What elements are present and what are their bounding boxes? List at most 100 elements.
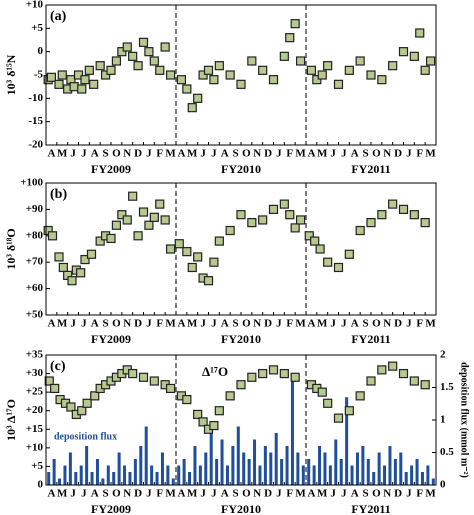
flux-bar xyxy=(290,377,294,485)
point xyxy=(333,413,344,423)
point xyxy=(203,276,214,286)
x-tick-label: M xyxy=(187,488,198,500)
x-tick-label: J xyxy=(341,318,347,330)
y-tick-label: +30 xyxy=(26,367,44,379)
x-tick-label: N xyxy=(383,318,391,330)
x-tick-label: F xyxy=(156,148,163,160)
x-tick-label: S xyxy=(363,318,369,330)
x-tick-label: J xyxy=(81,148,87,160)
flux-bar xyxy=(220,439,224,485)
x-tick-label: N xyxy=(123,488,131,500)
y-tick-label: +10 xyxy=(26,0,44,11)
x-tick-label: D xyxy=(394,488,402,500)
y-tick-label: +10 xyxy=(26,441,44,453)
flux-bar xyxy=(431,478,435,485)
point xyxy=(187,103,197,113)
x-tick-label: S xyxy=(233,318,239,330)
x-tick-label: S xyxy=(363,488,369,500)
point xyxy=(290,372,300,382)
x-tick-label: M xyxy=(317,148,328,160)
x-tick-label: J xyxy=(81,318,87,330)
point xyxy=(54,252,64,262)
flux-bar xyxy=(350,465,354,485)
flux-bar xyxy=(166,465,170,485)
point xyxy=(69,82,79,92)
x-tick-label: D xyxy=(264,488,272,500)
x-tick-label: N xyxy=(253,318,261,330)
flux-bar xyxy=(90,472,94,485)
x-tick-label: A xyxy=(351,488,359,500)
point xyxy=(333,79,344,89)
point xyxy=(160,42,170,52)
point xyxy=(209,75,219,85)
point xyxy=(165,70,176,80)
x-tick-label: A xyxy=(307,148,315,160)
point xyxy=(106,233,116,244)
point xyxy=(225,391,235,401)
point xyxy=(315,244,325,254)
fiscal-year-label: FY2009 xyxy=(91,502,131,515)
fiscal-year-label: FY2010 xyxy=(221,162,261,176)
point xyxy=(182,394,192,405)
point xyxy=(258,65,268,75)
y-tick-label: -5 xyxy=(34,69,44,81)
flux-bar xyxy=(47,472,51,485)
flux-bar xyxy=(225,465,229,485)
x-tick-label: J xyxy=(341,488,347,500)
flux-bar xyxy=(193,446,197,485)
x-tick-label: A xyxy=(221,148,229,160)
flux-bar xyxy=(247,459,251,485)
point xyxy=(295,56,306,66)
x-tick-label: D xyxy=(394,318,402,330)
flux-bar xyxy=(63,465,67,485)
x-tick-label: J xyxy=(200,488,206,500)
flux-bar xyxy=(415,459,419,485)
y-tick-label: +5 xyxy=(31,22,43,34)
y-axis-label: 10³ δ¹⁸O xyxy=(4,228,18,269)
point xyxy=(420,218,430,228)
y2-axis-label: deposition flux (mmol m⁻²) xyxy=(459,362,470,478)
point xyxy=(174,239,184,249)
point xyxy=(420,65,430,75)
flux-bar xyxy=(307,459,311,485)
x-tick-label: O xyxy=(372,318,381,330)
point xyxy=(128,368,138,379)
x-tick-label: M xyxy=(295,318,306,330)
x-tick-label: J xyxy=(276,148,282,160)
point xyxy=(236,79,246,89)
flux-bar xyxy=(101,478,105,485)
x-tick-label: F xyxy=(156,488,163,500)
point xyxy=(122,42,132,52)
x-tick-label: A xyxy=(351,318,359,330)
y-tick-label: +50 xyxy=(26,309,44,321)
flux-bar xyxy=(95,459,99,485)
point xyxy=(187,262,197,273)
point xyxy=(193,93,203,103)
x-tick-label: M xyxy=(317,318,328,330)
x-tick-label: F xyxy=(416,318,423,330)
x-tick-label: A xyxy=(91,488,99,500)
y-tick-label: +80 xyxy=(26,229,44,241)
x-tick-label: A xyxy=(177,488,185,500)
point xyxy=(203,65,214,75)
flux-bar xyxy=(420,472,424,485)
flux-bar xyxy=(139,446,143,485)
point xyxy=(111,56,122,66)
flux-bar xyxy=(285,446,289,485)
point xyxy=(279,51,289,61)
fiscal-year-label: FY2011 xyxy=(351,162,390,176)
x-tick-label: O xyxy=(242,488,251,500)
flux-bar xyxy=(296,452,300,485)
point xyxy=(355,225,365,236)
point xyxy=(86,249,97,259)
point xyxy=(409,51,419,61)
x-tick-label: M xyxy=(165,318,176,330)
x-tick-label: J xyxy=(330,318,336,330)
x-tick-label: S xyxy=(103,318,109,330)
x-tick-label: N xyxy=(123,318,131,330)
point xyxy=(160,215,170,225)
x-tick-label: D xyxy=(394,148,402,160)
point xyxy=(304,231,314,241)
point xyxy=(355,56,365,66)
point xyxy=(95,236,105,246)
